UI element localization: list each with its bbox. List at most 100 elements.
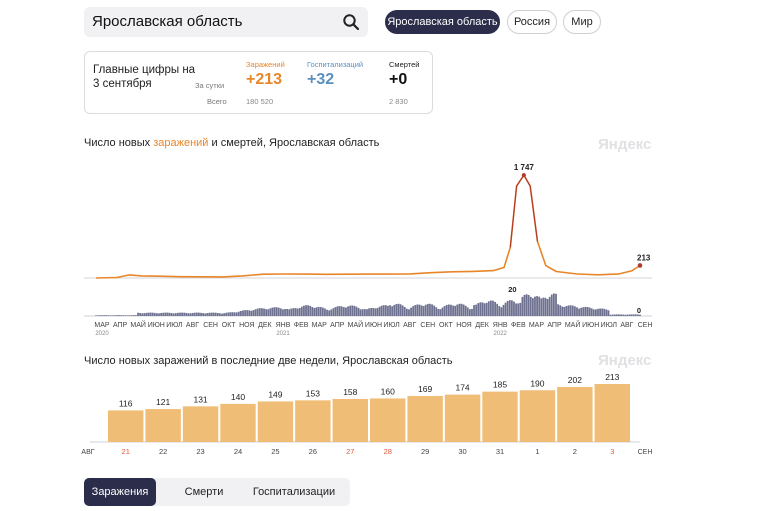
x-tick-label: МАР (529, 322, 545, 329)
deaths-bar (265, 309, 268, 316)
deaths-bar (384, 305, 387, 316)
deaths-bar (557, 304, 559, 316)
deaths-bar (315, 307, 318, 316)
chart1-title: Число новых заражений и смертей, Ярослав… (84, 137, 379, 149)
deaths-bar (162, 312, 165, 316)
deaths-bar (361, 309, 364, 316)
deaths-bar (294, 308, 297, 316)
infection-bar (519, 390, 556, 442)
deaths-bar (345, 307, 347, 316)
x-tick-label: ИЮЛ (383, 322, 400, 329)
search-icon[interactable] (342, 13, 360, 31)
deaths-bar (447, 304, 450, 316)
x-tick-label: ОКТ (439, 322, 454, 329)
search-input[interactable]: Ярославская область (92, 13, 243, 30)
x-tick-label: МАР (312, 322, 328, 329)
deaths-bar (240, 310, 242, 316)
deaths-bar (534, 296, 536, 316)
deaths-bar (450, 304, 452, 316)
deaths-bar (506, 300, 509, 316)
deaths-bar (582, 307, 585, 316)
deaths-bar (324, 308, 326, 316)
deaths-bar (160, 312, 163, 316)
deaths-bar (580, 307, 583, 316)
deaths-bar (639, 314, 641, 316)
search-box[interactable]: Ярославская область (84, 7, 368, 37)
deaths-bar (118, 315, 121, 316)
tab-infections[interactable]: Заражения (84, 478, 156, 506)
year-label: 2021 (276, 331, 290, 337)
deaths-bar (204, 313, 207, 316)
deaths-bar (206, 313, 209, 316)
deaths-bar (128, 315, 131, 316)
chart1-title-part1: Число новых (84, 137, 154, 149)
region-pill-yaroslavl[interactable]: Ярославская область (385, 10, 500, 34)
x-tick-label: ОКТ (222, 322, 237, 329)
bar-category-label: 31 (496, 447, 504, 456)
infection-bar (594, 384, 630, 442)
deaths-bar (334, 307, 337, 316)
year-label: 2020 (95, 331, 109, 337)
deaths-bar (143, 313, 146, 316)
bar-category-label: 29 (421, 447, 429, 456)
deaths-bar (168, 312, 171, 316)
deaths-bar (494, 301, 496, 316)
deaths-bar (145, 312, 148, 316)
region-pill-russia[interactable]: Россия (507, 10, 557, 34)
deaths-bar (359, 309, 362, 316)
x-tick-label: ИЮН (582, 322, 599, 329)
deaths-bar (181, 312, 184, 316)
deaths-bar (489, 300, 492, 316)
infection-bar (557, 386, 593, 442)
deaths-bar (559, 305, 562, 316)
deaths-bar (552, 293, 555, 316)
deaths-bar (422, 306, 425, 316)
deaths-bar (271, 307, 274, 316)
deaths-bar (592, 309, 595, 316)
deaths-bar (353, 305, 356, 316)
deaths-bar (357, 307, 360, 316)
deaths-today: +0 (389, 71, 408, 88)
deaths-bar (319, 306, 322, 316)
deaths-bar (332, 308, 335, 316)
region-pill-world[interactable]: Мир (563, 10, 601, 34)
deaths-bar (391, 306, 394, 316)
deaths-bar (571, 305, 574, 316)
deaths-bar (443, 305, 446, 316)
deaths-bar (496, 303, 499, 316)
deaths-bar (485, 302, 488, 316)
deaths-bar (378, 306, 381, 316)
metric-tabs: Заражения Смерти Госпитализации (84, 478, 350, 506)
deaths-bar (597, 308, 599, 316)
deaths-bar (487, 301, 490, 316)
row-label-day: За сутки (195, 81, 225, 90)
deaths-bar (437, 308, 440, 316)
deaths-bar (473, 305, 475, 316)
deaths-bar (393, 304, 396, 316)
deaths-peak-label: 20 (508, 285, 516, 294)
deaths-bar (153, 312, 156, 316)
deaths-bar (433, 305, 436, 316)
infections-peak-label: 1 747 (514, 163, 535, 172)
deaths-bar (618, 314, 620, 316)
tab-hospitalizations[interactable]: Госпитализации (252, 486, 336, 498)
deaths-bar (111, 315, 114, 316)
deaths-bar (231, 312, 234, 316)
deaths-bar (132, 315, 135, 316)
deaths-bar (216, 312, 219, 316)
deaths-bar (468, 309, 471, 316)
deaths-bar (573, 306, 576, 316)
deaths-bar (336, 306, 339, 316)
tab-deaths[interactable]: Смерти (184, 486, 224, 498)
bar-value-label: 149 (268, 389, 282, 399)
deaths-bar (435, 307, 438, 316)
deaths-bar (355, 306, 358, 316)
deaths-bar (405, 308, 408, 316)
deaths-bar (578, 308, 580, 316)
deaths-bar (141, 313, 144, 316)
deaths-bar (380, 305, 383, 316)
deaths-bar (479, 302, 482, 316)
deaths-bar (202, 313, 205, 316)
chart2-watermark: Яндекс (598, 352, 652, 369)
row-label-total: Всего (207, 97, 227, 106)
